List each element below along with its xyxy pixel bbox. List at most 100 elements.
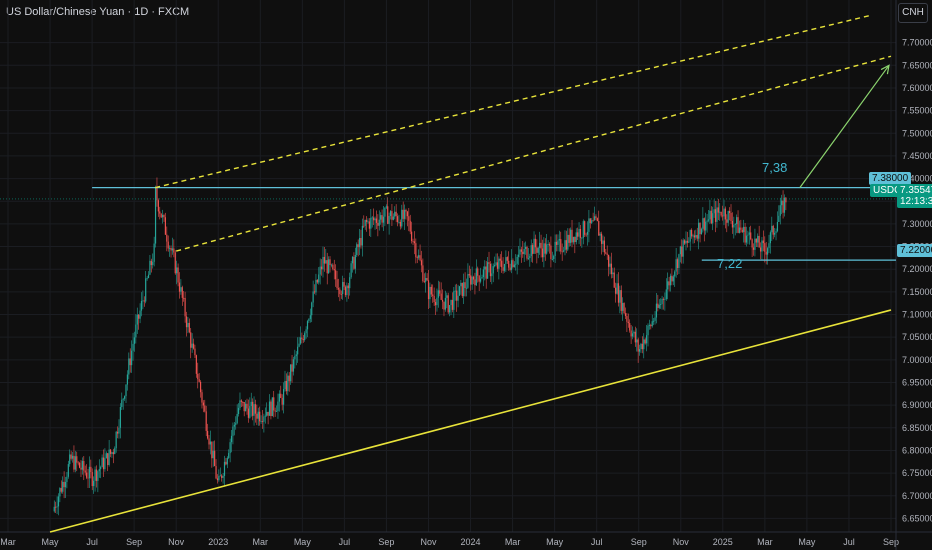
candle-body <box>430 286 432 295</box>
y-tick-label: 7.05000 <box>902 332 932 342</box>
candle-body <box>605 252 607 254</box>
candle-body <box>169 247 171 249</box>
candle-body <box>95 469 98 481</box>
candle-body <box>496 262 499 269</box>
candle-body <box>743 226 745 233</box>
x-tick-label: Nov <box>168 537 185 547</box>
candle-body <box>474 279 476 286</box>
candle-body <box>626 315 628 322</box>
candle-body <box>771 225 773 233</box>
candle-body <box>382 216 385 223</box>
candle-body <box>537 247 539 253</box>
candle-body <box>429 286 431 300</box>
candle-body <box>524 246 527 249</box>
candle-body <box>740 227 742 230</box>
candle-body <box>326 260 328 274</box>
candle-body <box>97 471 99 481</box>
candle-body <box>237 407 240 415</box>
candle-body <box>774 232 776 235</box>
candle-body <box>766 248 769 255</box>
candle-body <box>93 480 95 487</box>
candle-body <box>419 255 421 261</box>
candle-body <box>202 402 204 406</box>
candle-body <box>591 220 593 224</box>
candle-body <box>418 255 420 258</box>
x-tick-label: Jul <box>86 537 98 547</box>
candle-body <box>364 219 366 226</box>
candle-body <box>205 411 207 431</box>
x-tick-label: Mar <box>0 537 16 547</box>
candle-body <box>367 221 369 223</box>
candle-body <box>683 240 686 244</box>
candle-body <box>60 488 62 492</box>
x-tick-label: 2025 <box>713 537 733 547</box>
candle-body <box>343 282 345 287</box>
candle-body <box>536 247 538 253</box>
candle-body <box>550 245 552 260</box>
candle-body <box>479 278 482 282</box>
candle-body <box>242 401 244 403</box>
candle-body <box>734 224 736 226</box>
candle-body <box>719 211 721 213</box>
candle-body <box>392 216 394 220</box>
candle-body <box>184 298 186 317</box>
candle-body <box>391 211 393 220</box>
candle-body <box>713 209 715 214</box>
candle-body <box>126 374 129 385</box>
candle-body <box>691 229 693 237</box>
candle-body <box>492 266 494 274</box>
candle-body <box>336 279 338 289</box>
candle-body <box>247 408 250 418</box>
candle-body <box>779 205 781 216</box>
candle-body <box>748 232 750 235</box>
candle-body <box>136 314 138 325</box>
candle-body <box>508 260 510 268</box>
candle-body <box>395 211 397 217</box>
candle-body <box>164 217 167 235</box>
currency-button[interactable]: CNH <box>898 3 928 23</box>
candle-body <box>363 225 365 227</box>
candle-body <box>302 339 304 341</box>
candle-body <box>510 260 513 270</box>
candle-body <box>74 456 76 470</box>
candle-body <box>593 216 596 221</box>
candle-body <box>765 251 767 255</box>
candle-body <box>423 281 425 282</box>
candle-body <box>118 427 120 434</box>
candle-body <box>313 291 316 293</box>
candle-body <box>745 235 748 243</box>
candle-body <box>736 217 738 225</box>
candle-body <box>425 277 427 282</box>
x-tick-label: 2024 <box>461 537 481 547</box>
candle-body <box>568 234 570 243</box>
candle-body <box>615 287 617 294</box>
y-tick-label: 7.40000 <box>902 174 932 184</box>
candle-body <box>515 263 517 265</box>
candle-body <box>761 240 763 252</box>
candle-body <box>689 229 691 242</box>
channel-dashed-line <box>155 14 871 189</box>
candle-body <box>80 467 82 470</box>
candle-body <box>527 258 530 259</box>
candle-body <box>643 339 645 350</box>
candle-body <box>335 270 337 280</box>
candle-body <box>415 243 417 258</box>
candle-body <box>733 225 735 228</box>
candle-body <box>102 457 105 470</box>
candle-body <box>208 438 210 445</box>
candle-body <box>427 280 430 300</box>
candle-body <box>481 277 483 279</box>
y-tick-label: 6.65000 <box>902 513 932 523</box>
candle-body <box>277 401 279 412</box>
candle-body <box>702 218 704 229</box>
candle-body <box>705 221 707 231</box>
candle-body <box>222 475 224 478</box>
candle-body <box>124 396 126 399</box>
candle-body <box>577 232 579 237</box>
candle-body <box>288 375 290 382</box>
candle-body <box>599 233 601 236</box>
candle-body <box>582 221 584 238</box>
candle-body <box>142 300 144 302</box>
candle-body <box>145 278 147 302</box>
